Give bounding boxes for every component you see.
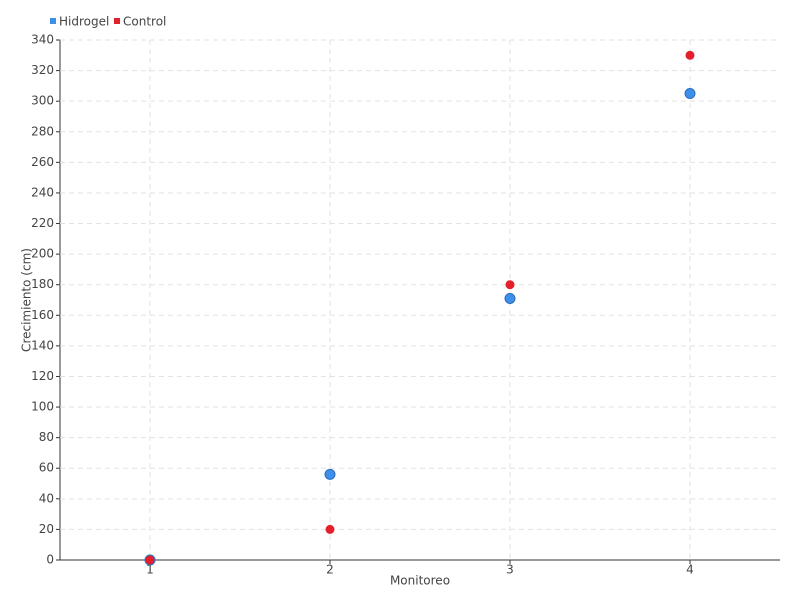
y-tick-label: 220 — [31, 216, 54, 230]
legend-label: Control — [123, 15, 166, 29]
data-point — [145, 555, 155, 565]
legend-label: Hidrogel — [59, 15, 109, 29]
y-tick-label: 120 — [31, 369, 54, 383]
x-tick-label: 2 — [326, 563, 334, 577]
legend-swatch — [50, 18, 56, 24]
data-point — [324, 468, 336, 480]
x-tick-label: 4 — [686, 563, 694, 577]
y-tick-label: 200 — [31, 247, 54, 261]
x-axis-label: Monitoreo — [390, 574, 450, 588]
legend-swatch — [114, 18, 120, 24]
y-tick-label: 320 — [31, 63, 54, 77]
y-tick-label: 280 — [31, 124, 54, 138]
y-tick-label: 20 — [39, 522, 54, 536]
data-point — [684, 88, 696, 100]
x-tick-label: 3 — [506, 563, 514, 577]
data-point — [685, 50, 695, 60]
data-point — [505, 280, 515, 290]
data-point — [325, 524, 335, 534]
y-tick-label: 0 — [46, 553, 54, 567]
y-tick-label: 80 — [39, 430, 54, 444]
y-tick-label: 300 — [31, 94, 54, 108]
y-tick-label: 160 — [31, 308, 54, 322]
y-tick-label: 260 — [31, 155, 54, 169]
y-tick-label: 60 — [39, 461, 54, 475]
y-tick-label: 340 — [31, 33, 54, 47]
y-tick-label: 180 — [31, 277, 54, 291]
y-tick-label: 100 — [31, 400, 54, 414]
data-point — [504, 292, 516, 304]
x-tick-label: 1 — [146, 563, 154, 577]
y-tick-label: 240 — [31, 185, 54, 199]
y-axis-label: Crecimiento (cm) — [20, 248, 34, 352]
y-tick-label: 140 — [31, 338, 54, 352]
y-tick-label: 40 — [39, 491, 54, 505]
